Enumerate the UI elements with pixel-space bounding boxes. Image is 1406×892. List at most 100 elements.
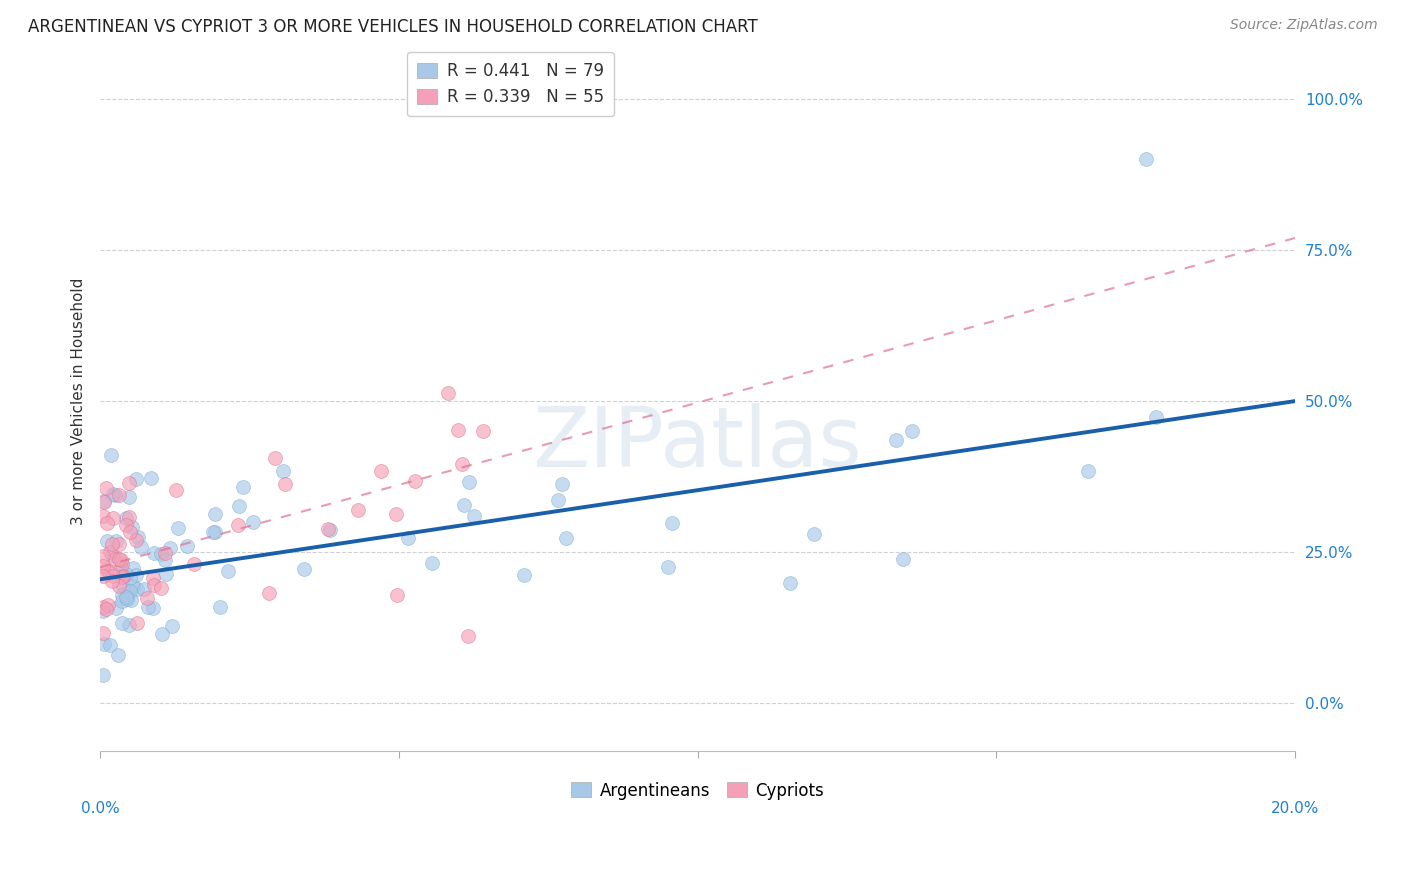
Point [93, 493, 115, 508]
Point [141, 471, 163, 485]
Point [108, 536, 131, 550]
Point [105, 534, 128, 549]
Point [463, 509, 485, 524]
Point [274, 477, 297, 491]
Point [111, 570, 134, 584]
Point [98, 544, 121, 558]
Y-axis label: 3 or more Vehicles in Household: 3 or more Vehicles in Household [72, 277, 86, 524]
Point [118, 583, 141, 598]
Point [242, 515, 264, 529]
Point [118, 491, 141, 505]
Point [94, 481, 117, 495]
Point [121, 520, 143, 534]
Point [551, 476, 574, 491]
Point [155, 566, 177, 581]
Point [420, 557, 443, 571]
Point [385, 507, 408, 521]
Point [513, 567, 536, 582]
Point [901, 424, 924, 438]
Point [97, 598, 120, 612]
Point [118, 509, 141, 524]
Point [209, 600, 232, 615]
Point [104, 488, 127, 502]
Point [101, 487, 124, 501]
Point [117, 584, 139, 599]
Point [120, 571, 142, 585]
Point [122, 579, 145, 593]
Point [153, 552, 176, 566]
Point [370, 464, 392, 478]
Point [437, 386, 460, 401]
Point [127, 582, 149, 596]
Point [204, 507, 226, 521]
Point [547, 492, 569, 507]
Point [142, 601, 165, 615]
Point [162, 618, 184, 632]
Point [112, 569, 135, 583]
Point [319, 523, 342, 537]
Point [159, 541, 181, 555]
Point [457, 629, 479, 643]
Point [125, 533, 148, 548]
Point [657, 560, 679, 574]
Point [108, 552, 131, 566]
Point [98, 638, 121, 652]
Point [316, 522, 339, 536]
Point [458, 475, 481, 489]
Point [114, 590, 136, 604]
Point [136, 600, 159, 615]
Point [167, 521, 190, 535]
Point [115, 517, 138, 532]
Point [108, 579, 131, 593]
Point [142, 571, 165, 585]
Point [104, 552, 127, 566]
Point [232, 480, 254, 494]
Point [91, 549, 114, 563]
Point [100, 448, 122, 462]
Point [115, 567, 138, 582]
Point [217, 564, 239, 578]
Point [111, 588, 134, 602]
Point [98, 566, 121, 580]
Text: 0.0%: 0.0% [80, 800, 120, 815]
Point [124, 472, 146, 486]
Point [93, 494, 115, 508]
Point [111, 558, 134, 572]
Point [226, 517, 249, 532]
Point [94, 602, 117, 616]
Text: ARGENTINEAN VS CYPRIOT 3 OR MORE VEHICLES IN HOUSEHOLD CORRELATION CHART: ARGENTINEAN VS CYPRIOT 3 OR MORE VEHICLE… [28, 18, 758, 36]
Point [118, 476, 141, 491]
Point [91, 569, 114, 583]
Point [259, 586, 281, 600]
Point [91, 604, 114, 618]
Point [1144, 409, 1167, 424]
Point [132, 582, 155, 596]
Text: Source: ZipAtlas.com: Source: ZipAtlas.com [1230, 18, 1378, 32]
Point [101, 510, 124, 524]
Point [150, 627, 173, 641]
Point [107, 648, 129, 662]
Point [202, 524, 225, 539]
Legend: Argentineans, Cypriots: Argentineans, Cypriots [565, 775, 831, 806]
Point [111, 615, 134, 630]
Point [100, 548, 122, 562]
Point [124, 567, 146, 582]
Point [91, 508, 114, 523]
Point [204, 525, 226, 540]
Point [127, 530, 149, 544]
Point [385, 588, 408, 602]
Text: 20.0%: 20.0% [1271, 800, 1319, 815]
Point [118, 618, 141, 632]
Point [120, 593, 142, 607]
Point [263, 450, 285, 465]
Point [176, 539, 198, 553]
Point [91, 558, 114, 573]
Point [143, 546, 166, 560]
Point [347, 503, 370, 517]
Point [93, 668, 115, 682]
Point [891, 552, 914, 566]
Point [129, 540, 152, 554]
Text: ZIPatlas: ZIPatlas [533, 402, 862, 483]
Point [472, 424, 495, 438]
Point [153, 546, 176, 560]
